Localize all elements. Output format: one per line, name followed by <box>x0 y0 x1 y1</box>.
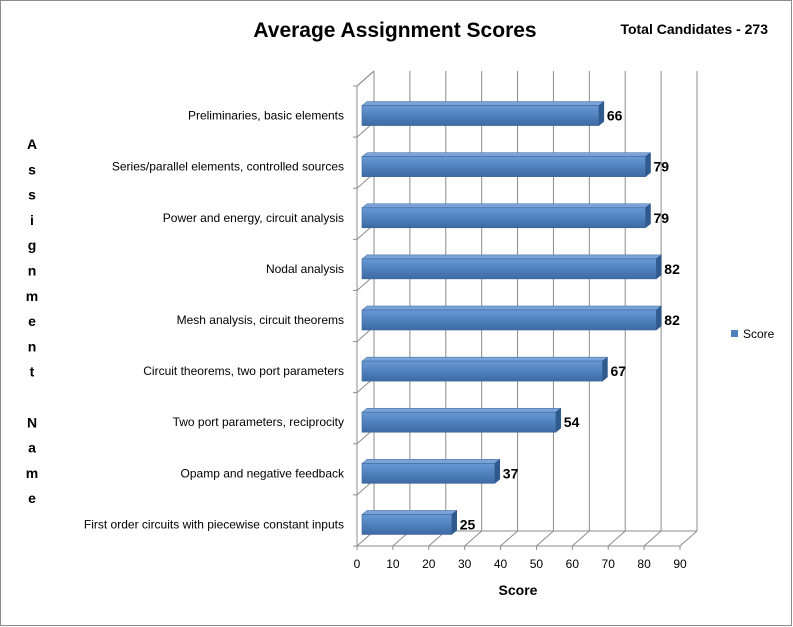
data-label: 37 <box>503 465 519 481</box>
x-tick-label: 60 <box>566 557 580 571</box>
legend-label-score: Score <box>743 327 775 341</box>
bars <box>361 101 663 535</box>
bar <box>361 458 501 484</box>
x-tick-label: 30 <box>458 557 472 571</box>
x-axis-title: Score <box>499 582 538 598</box>
category-label: Preliminaries, basic elements <box>188 109 344 123</box>
x-tick-labels: 0 10 20 30 40 50 60 70 80 90 <box>354 557 687 571</box>
category-label: Power and energy, circuit analysis <box>163 211 344 225</box>
plot-area <box>353 70 698 550</box>
category-label: Mesh analysis, circuit theorems <box>177 313 344 327</box>
x-tick-label: 70 <box>602 557 616 571</box>
category-label: First order circuits with piecewise cons… <box>84 517 344 531</box>
x-tick-label: 40 <box>494 557 508 571</box>
category-labels: Preliminaries, basic elements Series/para… <box>84 109 345 532</box>
bar <box>361 152 652 178</box>
x-tick-label: 10 <box>386 557 400 571</box>
category-label: Circuit theorems, two port parameters <box>143 364 344 378</box>
data-label: 79 <box>654 210 670 226</box>
data-label: 66 <box>607 108 623 124</box>
category-label: Nodal analysis <box>266 262 344 276</box>
data-label: 67 <box>610 363 626 379</box>
data-labels: 66 79 79 82 82 67 54 37 25 <box>460 108 680 533</box>
bar <box>361 254 663 280</box>
chart-subtitle: Total Candidates - 273 <box>620 21 768 37</box>
x-tick-label: 20 <box>422 557 436 571</box>
chart-title: Average Assignment Scores <box>253 19 536 42</box>
bar <box>361 407 562 433</box>
data-label: 25 <box>460 516 476 532</box>
bar <box>361 101 605 127</box>
x-tick-label: 50 <box>530 557 544 571</box>
x-tick-label: 0 <box>354 557 361 571</box>
x-tick-label: 80 <box>637 557 651 571</box>
bar <box>361 509 458 535</box>
data-label: 82 <box>664 261 680 277</box>
data-label: 82 <box>664 312 680 328</box>
category-label: Two port parameters, reciprocity <box>173 415 344 429</box>
bar <box>361 203 652 229</box>
x-tick-label: 90 <box>673 557 687 571</box>
legend: Score <box>731 327 775 341</box>
bar <box>361 305 663 331</box>
bar <box>361 356 609 382</box>
data-label: 54 <box>564 414 580 430</box>
data-label: 79 <box>654 159 670 175</box>
legend-swatch-score <box>731 330 738 337</box>
category-label: Series/parallel elements, controlled sou… <box>112 160 344 174</box>
category-label: Opamp and negative feedback <box>181 466 345 480</box>
